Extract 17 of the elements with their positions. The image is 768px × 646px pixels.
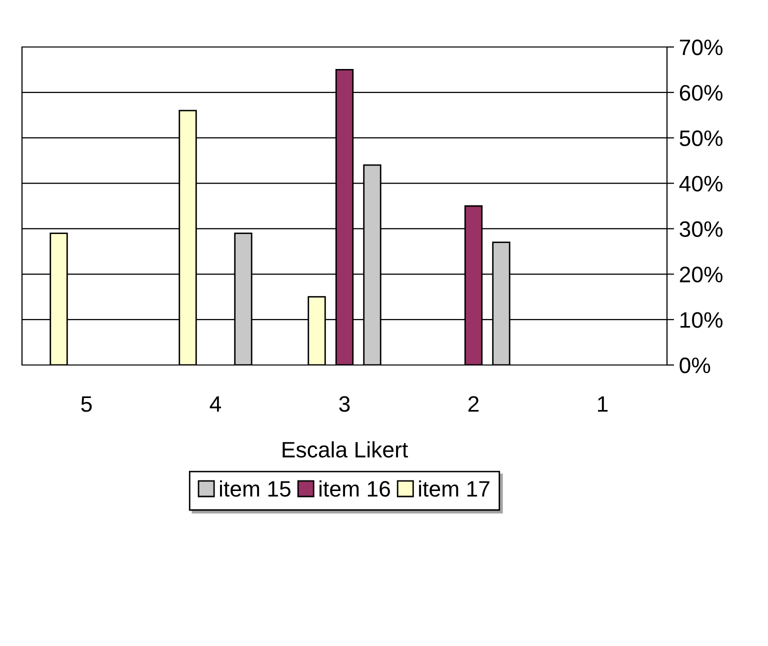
legend-label: item 15 [220, 480, 290, 497]
x-axis-title: Escala Likert [282, 441, 408, 458]
y-tick-label: 20% [680, 266, 722, 282]
x-tick-label: 2 [468, 396, 479, 412]
x-tick-label: 4 [210, 396, 222, 412]
y-tick-label: 50% [680, 130, 722, 146]
y-tick-label: 30% [680, 221, 722, 237]
y-tick-label: 70% [680, 40, 722, 56]
x-tick-label: 5 [81, 396, 92, 412]
y-tick-label: 40% [679, 176, 722, 192]
y-tick-label: 10% [680, 312, 722, 328]
x-tick-label: 1 [598, 396, 608, 412]
x-tick-label: 3 [339, 396, 350, 412]
y-tick-label: 60% [680, 84, 722, 101]
y-tick-label: 0% [680, 358, 710, 374]
legend-label: item 17 [419, 480, 490, 497]
legend-label: item 16 [320, 480, 390, 497]
